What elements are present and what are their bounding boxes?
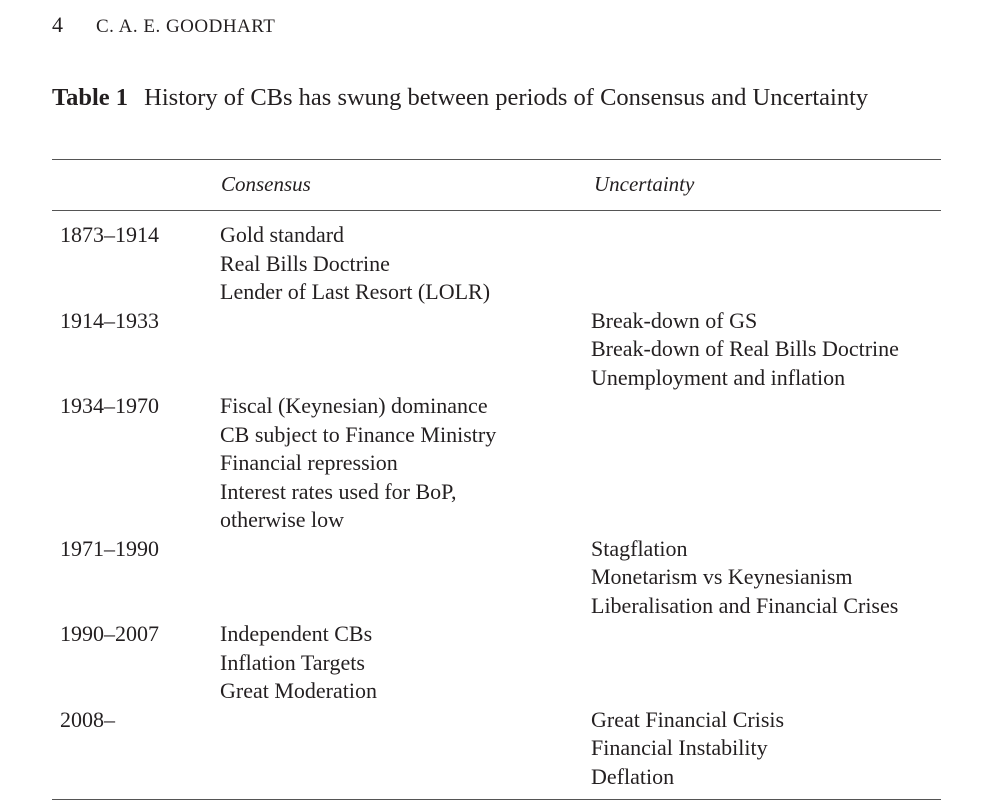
- period-label: 1873–1914: [60, 222, 159, 247]
- table-row: 2008– Great Financial Crisis Financial Ins…: [0, 706, 987, 792]
- uncertainty-item: Deflation: [591, 763, 675, 789]
- uncertainty-item: Break-down of GS: [591, 307, 758, 333]
- table-row: 1914–1933 Break-down of GS Break-down of R…: [0, 307, 987, 393]
- table-row: 1934–1970 Fiscal (Keynesian) dominance CB …: [0, 392, 987, 535]
- period-label: 1934–1970: [60, 393, 159, 418]
- table-label: Table 1: [52, 84, 129, 111]
- period-cell: 1971–1990: [60, 535, 210, 564]
- uncertainty-cell: Break-down of GS Break-down of Real Bills…: [591, 307, 951, 393]
- column-header-consensus: Consensus: [221, 172, 311, 196]
- period-cell: 1914–1933: [60, 307, 210, 336]
- table-header-rule: [52, 210, 941, 211]
- uncertainty-item: Unemployment and inflation: [591, 364, 846, 390]
- uncertainty-item: Financial Instability: [591, 735, 768, 760]
- table-title: History of CBs has swung between periods…: [144, 84, 869, 111]
- uncertainty-item: Monetarism vs Keynesianism: [591, 564, 853, 589]
- uncertainty-item: Stagflation: [591, 535, 688, 561]
- period-label: 2008–: [60, 706, 115, 732]
- table-body: 1873–1914 Gold standard Real Bills Doctrin…: [0, 221, 987, 791]
- consensus-item: Gold standard: [220, 222, 345, 247]
- table-bottom-rule: [52, 799, 941, 800]
- uncertainty-item: Great Financial Crisis: [591, 706, 785, 732]
- period-label: 1971–1990: [60, 535, 159, 561]
- table-top-rule: [52, 159, 941, 160]
- column-header-uncertainty: Uncertainty: [594, 172, 695, 196]
- running-head-author: C. A. E. GOODHART: [96, 16, 276, 37]
- table-caption: Table 1 History of CBs has swung between…: [52, 82, 941, 114]
- period-cell: 1873–1914: [60, 221, 210, 250]
- consensus-item: Great Moderation: [220, 678, 377, 703]
- table-row: 1990–2007 Independent CBs Inflation Target…: [0, 620, 987, 706]
- period-cell: 1990–2007: [60, 620, 210, 649]
- consensus-item: Fiscal (Keynesian) dominance: [220, 393, 488, 418]
- uncertainty-cell: Great Financial Crisis Financial Instabil…: [591, 706, 951, 792]
- uncertainty-item: Break-down of Real Bills Doctrine: [591, 336, 899, 361]
- consensus-item: Real Bills Doctrine: [220, 250, 390, 276]
- table-row: 1971–1990 Stagflation Monetarism vs Keynes…: [0, 535, 987, 621]
- running-head: 4 C. A. E. GOODHART: [52, 12, 275, 38]
- consensus-item: otherwise low: [220, 507, 345, 532]
- period-cell: 2008–: [60, 706, 210, 735]
- page-number: 4: [52, 12, 64, 37]
- consensus-item: Independent CBs: [220, 621, 373, 646]
- consensus-item: Interest rates used for BoP,: [220, 478, 457, 504]
- period-cell: 1934–1970: [60, 392, 210, 421]
- consensus-cell: Gold standard Real Bills Doctrine Lender o…: [220, 221, 580, 307]
- consensus-cell: Independent CBs Inflation Targets Great Mo…: [220, 620, 580, 706]
- consensus-item: Lender of Last Resort (LOLR): [220, 279, 491, 304]
- period-label: 1914–1933: [60, 307, 159, 333]
- uncertainty-cell: Stagflation Monetarism vs Keynesianism Lib…: [591, 535, 951, 621]
- uncertainty-item: Liberalisation and Financial Crises: [591, 592, 899, 618]
- consensus-item: Inflation Targets: [220, 649, 365, 675]
- period-label: 1990–2007: [60, 621, 159, 646]
- consensus-item: CB subject to Finance Ministry: [220, 421, 497, 447]
- consensus-cell: Fiscal (Keynesian) dominance CB subject t…: [220, 392, 580, 535]
- consensus-item: Financial repression: [220, 450, 398, 475]
- table-row: 1873–1914 Gold standard Real Bills Doctrin…: [0, 221, 987, 307]
